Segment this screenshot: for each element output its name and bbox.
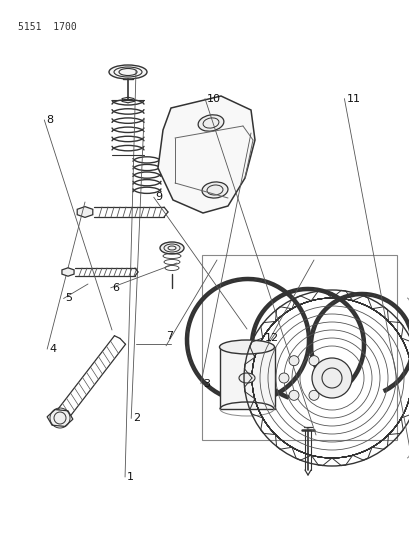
Circle shape bbox=[54, 412, 66, 424]
Circle shape bbox=[308, 356, 318, 366]
Text: 1: 1 bbox=[127, 472, 134, 482]
Text: 7: 7 bbox=[166, 331, 173, 341]
Ellipse shape bbox=[219, 340, 274, 354]
Ellipse shape bbox=[109, 65, 147, 79]
Bar bbox=[202, 255, 396, 440]
Polygon shape bbox=[77, 207, 92, 217]
Polygon shape bbox=[62, 268, 74, 276]
Ellipse shape bbox=[238, 373, 254, 383]
Text: 5151  1700: 5151 1700 bbox=[18, 22, 76, 32]
Text: 6: 6 bbox=[112, 283, 119, 293]
Circle shape bbox=[308, 390, 318, 400]
Bar bbox=[220, 347, 274, 409]
Ellipse shape bbox=[119, 69, 137, 76]
Text: 10: 10 bbox=[207, 94, 220, 103]
Circle shape bbox=[288, 356, 298, 366]
Text: 4: 4 bbox=[49, 344, 56, 354]
Text: 3: 3 bbox=[202, 379, 209, 389]
Circle shape bbox=[321, 368, 341, 388]
Text: 8: 8 bbox=[46, 115, 53, 125]
Circle shape bbox=[318, 373, 328, 383]
Text: 2: 2 bbox=[133, 414, 140, 423]
Text: 11: 11 bbox=[346, 94, 360, 103]
Text: 9: 9 bbox=[155, 192, 162, 202]
Polygon shape bbox=[47, 409, 73, 426]
Circle shape bbox=[288, 390, 298, 400]
Polygon shape bbox=[157, 96, 254, 213]
Text: 12: 12 bbox=[264, 334, 278, 343]
Circle shape bbox=[278, 373, 288, 383]
Ellipse shape bbox=[202, 182, 227, 198]
Text: 5: 5 bbox=[65, 294, 72, 303]
Circle shape bbox=[311, 358, 351, 398]
Ellipse shape bbox=[168, 246, 175, 250]
Ellipse shape bbox=[198, 115, 223, 131]
Ellipse shape bbox=[160, 242, 184, 254]
